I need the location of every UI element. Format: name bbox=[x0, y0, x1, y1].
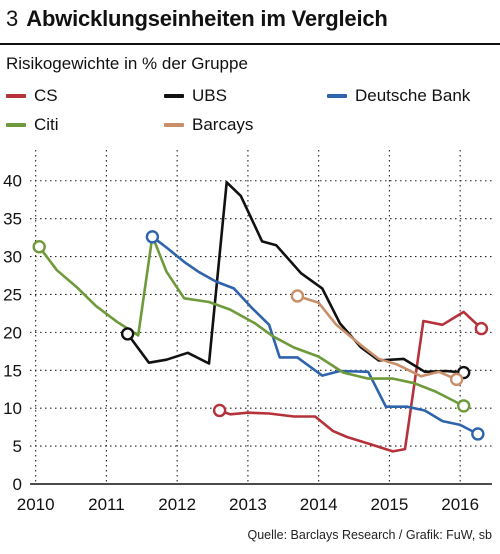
legend-label-barcays: Barcays bbox=[192, 115, 254, 134]
y-tick-label-30: 30 bbox=[3, 248, 22, 267]
series-line-barcays bbox=[296, 294, 458, 381]
source-note: Quelle: Barclays Research / Grafik: FuW,… bbox=[247, 528, 492, 542]
chart-title: Abwicklungseinheiten im Vergleich bbox=[26, 6, 388, 31]
series-end-marker-barcays bbox=[449, 372, 464, 387]
legend-swatch-cs bbox=[6, 94, 26, 98]
legend-label-ubs: UBS bbox=[192, 86, 227, 105]
series-end-marker-cs bbox=[474, 321, 489, 336]
y-tick-label-15: 15 bbox=[3, 361, 22, 380]
series-line-deutsche-bank bbox=[151, 235, 480, 436]
legend-swatch-barcays bbox=[164, 123, 184, 127]
y-tick-label-20: 20 bbox=[3, 323, 22, 342]
legend-item-ubs: UBS bbox=[164, 86, 227, 106]
x-tick-label-2011: 2011 bbox=[88, 495, 125, 514]
legend-label-cs: CS bbox=[34, 86, 58, 105]
y-tick-label-40: 40 bbox=[3, 172, 22, 191]
series-line-citi bbox=[37, 234, 465, 408]
x-tick-label-2010: 2010 bbox=[17, 495, 55, 514]
series-end-marker-citi bbox=[456, 399, 471, 413]
title-divider bbox=[0, 43, 500, 45]
legend-swatch-deutsche-bank bbox=[327, 94, 347, 98]
series-start-marker-barcays bbox=[290, 289, 305, 303]
legend-label-citi: Citi bbox=[34, 115, 59, 134]
y-tick-label-5: 5 bbox=[13, 437, 22, 456]
figure-number: 3 bbox=[6, 6, 19, 31]
x-tick-label-2015: 2015 bbox=[370, 495, 408, 514]
x-tick-label-2012: 2012 bbox=[158, 495, 196, 514]
legend-label-deutsche-bank: Deutsche Bank bbox=[355, 86, 471, 105]
legend-swatch-citi bbox=[6, 123, 26, 127]
y-tick-label-10: 10 bbox=[3, 399, 22, 418]
series-line-cs bbox=[218, 310, 483, 453]
legend-item-deutsche-bank: Deutsche Bank bbox=[327, 86, 470, 106]
series-line-ubs bbox=[126, 181, 465, 374]
series-start-marker-deutsche-bank bbox=[145, 230, 160, 244]
legend-item-citi: Citi bbox=[6, 115, 59, 135]
line-chart: 0 5 10 15 20 25 30 35 40 2010 2011 2012 2013 2014 2015… bbox=[3, 150, 492, 514]
chart-subtitle: Risikogewichte in % der Gruppe bbox=[6, 54, 248, 73]
legend-item-barcays: Barcays bbox=[164, 115, 253, 135]
legend-item-cs: CS bbox=[6, 86, 58, 106]
x-tick-label-2014: 2014 bbox=[300, 495, 338, 514]
x-tick-label-2016: 2016 bbox=[441, 495, 479, 514]
chart-header: 3 Abwicklungseinheiten im Vergleich bbox=[6, 6, 388, 32]
series-start-marker-citi bbox=[32, 240, 46, 254]
series-start-marker-cs bbox=[212, 403, 227, 418]
y-tick-label-25: 25 bbox=[3, 285, 22, 304]
y-tick-label-35: 35 bbox=[3, 210, 22, 229]
legend-swatch-ubs bbox=[164, 94, 184, 98]
x-tick-label-2013: 2013 bbox=[229, 495, 267, 514]
series-start-marker-ubs bbox=[120, 327, 135, 341]
series-end-marker-deutsche-bank bbox=[471, 427, 485, 441]
y-tick-label-0: 0 bbox=[13, 475, 22, 494]
